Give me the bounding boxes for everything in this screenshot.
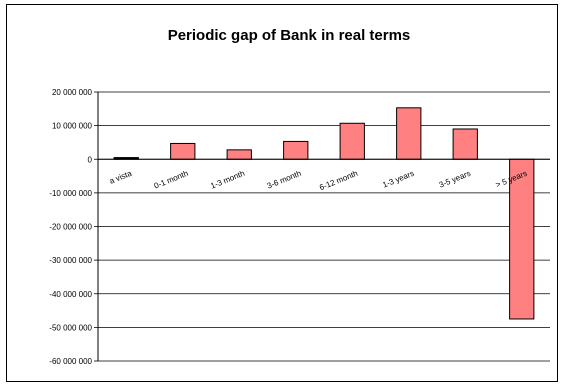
y-tick-label: -30 000 000 [49, 256, 92, 265]
bar-chart: Periodic gap of Bank in real terms 20 00… [49, 27, 550, 366]
x-tick-label: 3-6 month [266, 169, 303, 191]
bar [339, 122, 365, 160]
bar [452, 128, 478, 160]
bar [170, 142, 196, 160]
y-tick-label: -10 000 000 [49, 189, 92, 198]
axes [94, 91, 550, 362]
bar [226, 149, 252, 160]
bar [396, 107, 422, 160]
gridlines [98, 91, 550, 362]
x-tick-label: 1-3 month [209, 169, 246, 191]
y-tick-label: -60 000 000 [49, 357, 92, 366]
y-tick-label: 10 000 000 [52, 122, 93, 131]
x-tick-label: a vista [108, 169, 133, 186]
y-tick-label: 20 000 000 [52, 88, 93, 97]
y-tick-label: 0 [88, 155, 93, 164]
x-tick-label: 3-5 years [438, 169, 472, 190]
x-tick-label: 6-12 month [318, 169, 359, 193]
y-tick-labels: 20 000 000 10 000 000 0 -10 000 000 -20 000 … [49, 88, 92, 366]
y-tick-label: -20 000 000 [49, 223, 92, 232]
bar [509, 158, 535, 320]
x-tick-label: 0-1 month [153, 169, 190, 191]
y-tick-label: -40 000 000 [49, 290, 92, 299]
x-tick-labels: a vista 0-1 month 1-3 month 3-6 month 6-12 m… [108, 169, 528, 193]
x-tick-label: 1-3 years [381, 169, 415, 190]
chart-title: Periodic gap of Bank in real terms [168, 27, 411, 44]
bar [283, 140, 309, 160]
chart-frame: Periodic gap of Bank in real terms 20 00… [6, 4, 558, 382]
bars [113, 107, 535, 320]
y-tick-label: -50 000 000 [49, 323, 92, 332]
